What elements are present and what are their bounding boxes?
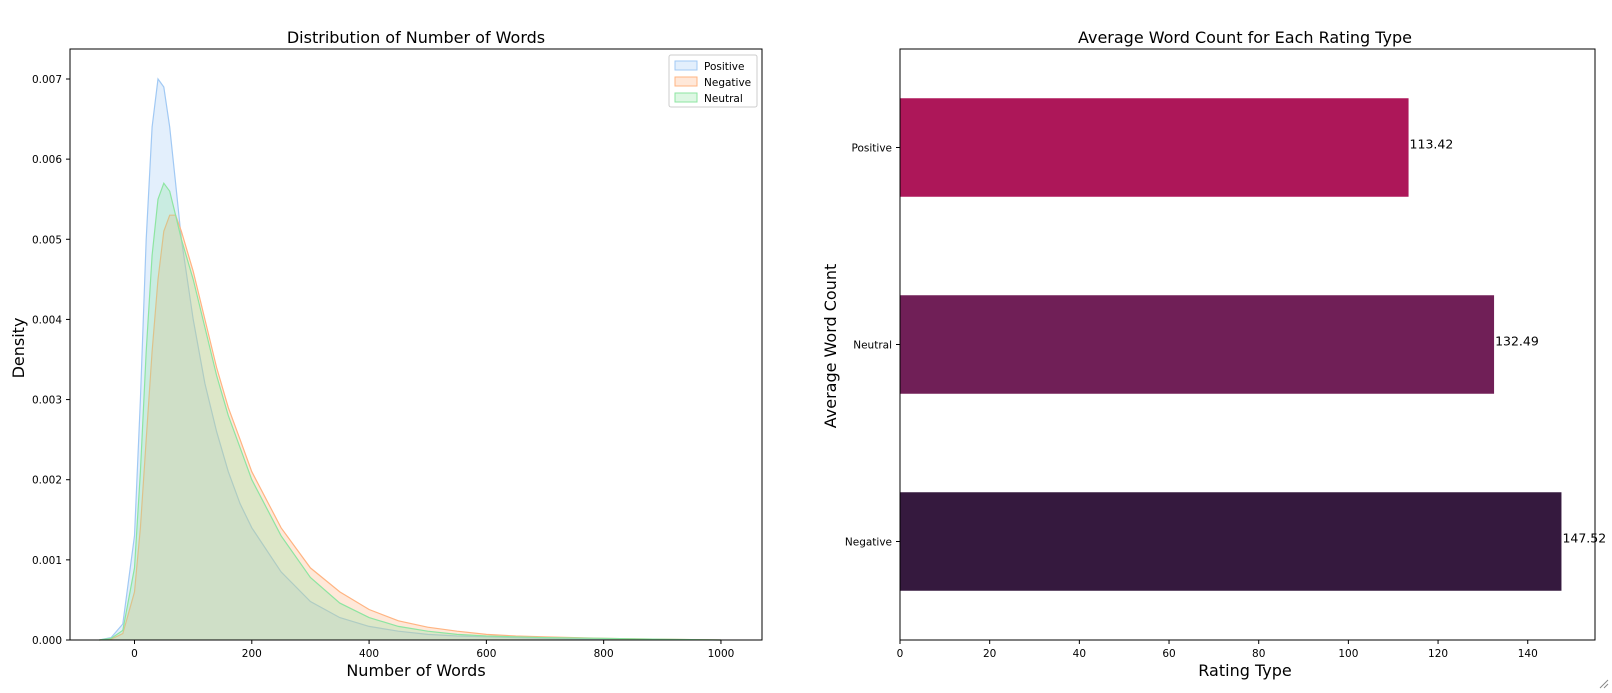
bar-bars [900, 98, 1562, 591]
bar-data-label-negative: 147.52 [1562, 530, 1606, 545]
kde-legend: Positive Negative Neutral [668, 54, 758, 108]
kde-x-tick-label: 800 [594, 648, 614, 660]
kde-y-tick-label: 0.005 [32, 234, 62, 246]
bar-y-tick-label-positive: Positive [852, 143, 892, 155]
legend-label-positive: Positive [704, 61, 744, 73]
bar-data-labels: 113.42 132.49 147.52 [1410, 136, 1607, 545]
bar-positive [900, 98, 1409, 197]
bar-x-axis-label: Rating Type [1198, 661, 1291, 680]
legend-swatch-positive [674, 60, 698, 71]
kde-y-tick-label: 0.002 [32, 475, 62, 487]
bar-x-tick-label: 0 [897, 648, 904, 660]
kde-x-tick-label: 200 [242, 648, 262, 660]
kde-area-neutral [99, 183, 721, 640]
bar-y-tick-label-neutral: Neutral [853, 340, 892, 352]
legend-box [668, 54, 758, 108]
legend-label-negative: Negative [704, 77, 751, 89]
bar-x-tick-label: 80 [1252, 648, 1265, 660]
kde-area-positive [99, 79, 721, 640]
legend-swatch-negative [674, 76, 698, 87]
kde-x-tick-label: 600 [476, 648, 496, 660]
bar-data-label-neutral: 132.49 [1495, 333, 1539, 348]
kde-x-tick-label: 1000 [708, 648, 735, 660]
bar-x-tick-label: 20 [983, 648, 996, 660]
bar-neutral [900, 295, 1495, 394]
bar-y-ticks: Positive Neutral Negative [845, 143, 900, 549]
kde-x-ticks: 0 200 400 600 800 1000 [131, 640, 734, 660]
kde-y-tick-label: 0.006 [32, 154, 62, 166]
kde-line-negative [99, 214, 721, 641]
kde-x-tick-label: 400 [359, 648, 379, 660]
bar-x-ticks: 0 20 40 60 80 100 120 140 [897, 640, 1538, 660]
kde-chart-title: Distribution of Number of Words [287, 28, 545, 47]
kde-x-tick-label: 0 [131, 648, 138, 660]
bar-x-tick-label: 100 [1338, 648, 1358, 660]
resize-grip-icon[interactable] [1599, 679, 1609, 689]
kde-y-tick-label: 0.001 [32, 555, 62, 567]
kde-chart: Distribution of Number of Words 0 200 400 6… [9, 28, 763, 680]
kde-y-tick-label: 0.003 [32, 395, 62, 407]
kde-plot-frame [69, 48, 763, 641]
kde-y-tick-label: 0.007 [32, 74, 62, 86]
kde-y-tick-label: 0.004 [32, 314, 62, 326]
bar-x-tick-label: 140 [1518, 648, 1538, 660]
kde-line-positive [99, 77, 721, 641]
kde-area-negative [99, 215, 721, 640]
kde-y-ticks: 0.000 0.001 0.002 0.003 0.004 0.005 0.006 0.007 [32, 74, 70, 647]
legend-swatch-neutral [674, 92, 698, 103]
bar-y-tick-label-negative: Negative [845, 537, 892, 549]
kde-x-axis-label: Number of Words [346, 661, 485, 680]
bar-x-tick-label: 60 [1162, 648, 1175, 660]
bar-chart: Average Word Count for Each Rating Type … [821, 28, 1606, 680]
kde-y-tick-label: 0.000 [32, 635, 62, 647]
legend-label-neutral: Neutral [704, 93, 743, 105]
kde-y-axis-label: Density [9, 318, 28, 379]
bar-chart-title: Average Word Count for Each Rating Type [1078, 28, 1412, 47]
kde-line-neutral [99, 181, 721, 641]
bar-x-tick-label: 120 [1428, 648, 1448, 660]
bar-negative [900, 492, 1562, 591]
bar-y-axis-label: Average Word Count [821, 264, 840, 429]
bar-data-label-positive: 113.42 [1410, 136, 1454, 151]
kde-areas [99, 77, 721, 641]
bar-x-tick-label: 40 [1073, 648, 1086, 660]
